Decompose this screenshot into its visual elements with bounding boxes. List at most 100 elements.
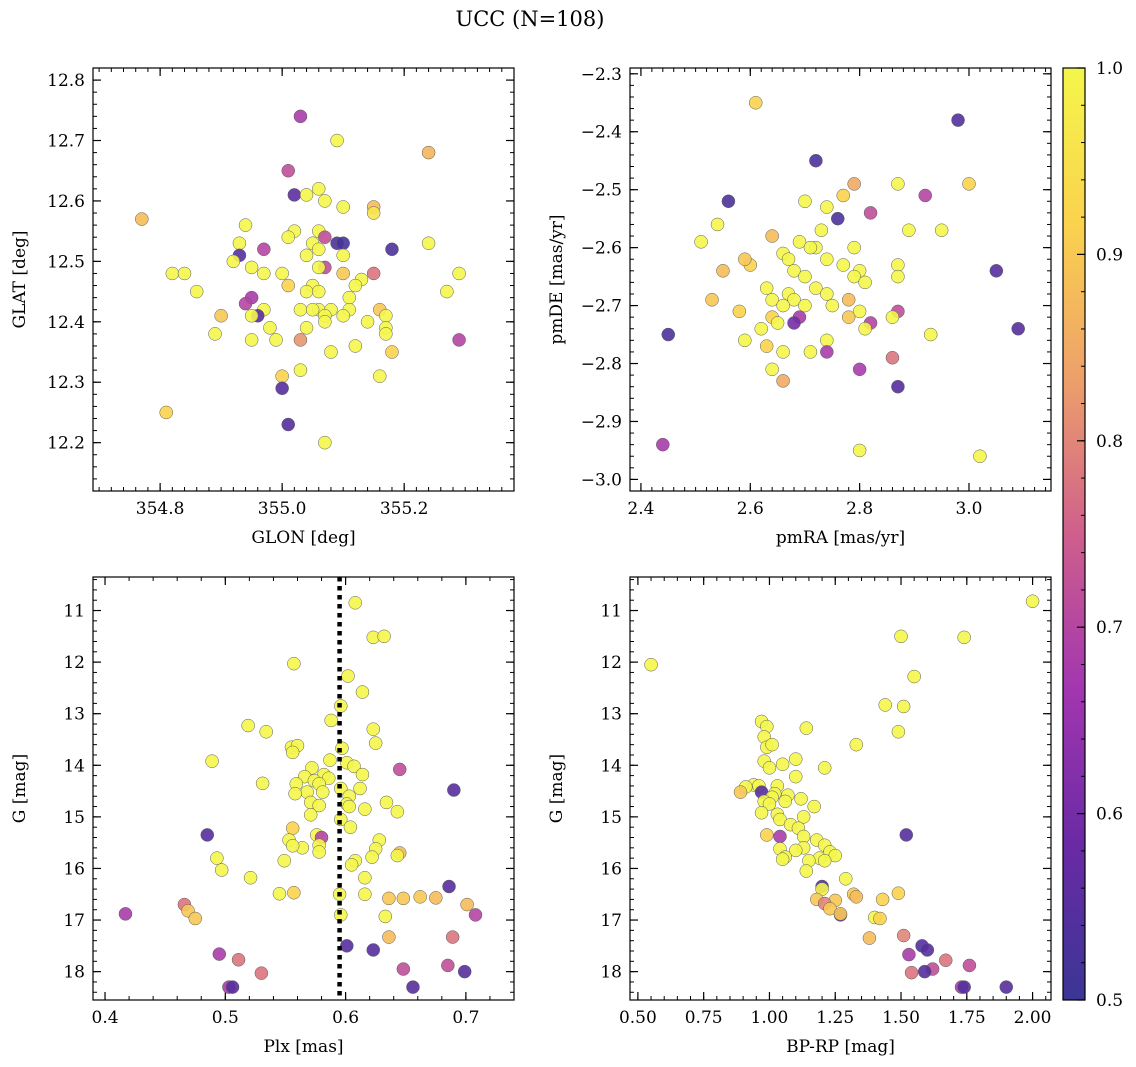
scatter-point <box>358 887 372 901</box>
x-axis-label: GLON [deg] <box>251 528 355 548</box>
scatter-point <box>939 953 953 968</box>
axes-frame <box>92 67 515 492</box>
scatter-point <box>907 669 921 684</box>
scatter-point <box>738 252 752 266</box>
y-tick-label: 18 <box>63 963 85 983</box>
scatter-point <box>775 757 790 772</box>
scatter-point <box>293 363 308 377</box>
scatter-point <box>379 795 394 810</box>
y-axis-label: G [mag] <box>547 754 567 823</box>
data-layer <box>656 96 1025 463</box>
scatter-point <box>773 829 787 844</box>
scatter-point <box>820 200 834 214</box>
scatter-point <box>365 850 379 864</box>
scatter-point <box>765 293 779 307</box>
scatter-point <box>705 293 719 307</box>
y-axis-label: pmDE [mas/yr] <box>547 214 567 344</box>
scatter-point <box>798 269 812 284</box>
scatter-point <box>281 163 295 178</box>
scatter-point <box>377 629 391 644</box>
scatter-point <box>760 828 774 842</box>
scatter-point <box>858 322 872 336</box>
colorbar-frame <box>1062 67 1086 1001</box>
scatter-point <box>366 943 381 957</box>
scatter-point <box>989 264 1004 278</box>
scatter-point <box>287 188 302 202</box>
scatter-point <box>288 786 302 801</box>
scatter-point <box>894 629 908 644</box>
scatter-point <box>457 964 472 979</box>
scatter-point <box>902 223 916 237</box>
scatter-point <box>277 853 292 868</box>
scatter-point <box>257 242 271 257</box>
scatter-point <box>118 907 133 921</box>
scatter-point <box>847 269 861 284</box>
scatter-point <box>348 339 363 353</box>
scatter-point <box>765 737 779 752</box>
scatter-point <box>896 699 911 714</box>
scatter-point <box>445 930 460 944</box>
scatter-point <box>312 284 326 299</box>
scatter-point <box>452 333 466 347</box>
scatter-point <box>694 235 708 249</box>
scatter-point <box>305 761 319 775</box>
scatter-point <box>452 266 466 281</box>
y-tick-label: 12.4 <box>47 313 85 333</box>
y-tick-label: −2.7 <box>581 297 622 317</box>
scatter-point <box>951 113 965 127</box>
scatter-point <box>973 449 987 463</box>
scatter-point <box>849 737 864 752</box>
scatter-point <box>312 845 326 859</box>
scatter-point <box>765 362 779 377</box>
x-axis-label: pmRA [mas/yr] <box>776 528 905 548</box>
scatter-point <box>807 799 821 814</box>
scatter-point <box>809 281 823 295</box>
scatter-point <box>849 890 864 904</box>
scatter-point <box>721 194 736 209</box>
scatter-point <box>272 886 287 901</box>
x-tick-label: 2.8 <box>846 499 873 519</box>
scatter-point <box>293 333 308 347</box>
scatter-point <box>348 278 363 293</box>
scatter-point <box>226 254 241 269</box>
scatter-point <box>299 321 314 335</box>
scatter-point <box>762 797 777 811</box>
y-tick-label: 12.6 <box>47 192 85 212</box>
colorbar-tick-label: 0.8 <box>1096 432 1123 452</box>
x-tick-label: 0.7 <box>452 1008 479 1028</box>
scatter-point <box>299 188 314 202</box>
scatter-point <box>429 891 443 905</box>
y-tick-label: 11 <box>600 602 622 622</box>
y-tick-label: 16 <box>63 859 85 879</box>
scatter-point <box>281 417 295 432</box>
scatter-point <box>820 333 834 348</box>
colorbar-tick-label: 0.9 <box>1096 245 1123 265</box>
scatter-point <box>762 761 777 775</box>
scatter-point <box>299 284 314 299</box>
scatter-point <box>716 264 730 278</box>
scatter-point <box>661 327 676 342</box>
scatter-point <box>885 350 900 365</box>
scatter-point <box>962 958 977 973</box>
scatter-point <box>396 962 411 976</box>
scatter-point <box>852 304 867 319</box>
x-tick-label: 0.5 <box>212 1008 239 1028</box>
scatter-point <box>803 345 818 359</box>
y-tick-label: 12.7 <box>47 132 85 152</box>
y-tick-label: 17 <box>600 911 622 931</box>
x-tick-label: 0.4 <box>92 1008 119 1028</box>
x-tick-label: 0.50 <box>619 1008 657 1028</box>
y-tick-label: 14 <box>63 756 85 776</box>
scatter-point <box>820 287 834 301</box>
scatter-point <box>241 718 255 733</box>
scatter-point <box>390 804 405 819</box>
colorbar-tick-label: 0.5 <box>1096 991 1123 1011</box>
scatter-point <box>421 145 436 160</box>
scatter-point <box>962 177 976 191</box>
scatter-point <box>214 309 228 323</box>
x-tick-label: 1.25 <box>816 1008 854 1028</box>
scatter-point <box>792 235 807 249</box>
scatter-point <box>858 275 872 290</box>
scatter-point <box>798 194 812 209</box>
